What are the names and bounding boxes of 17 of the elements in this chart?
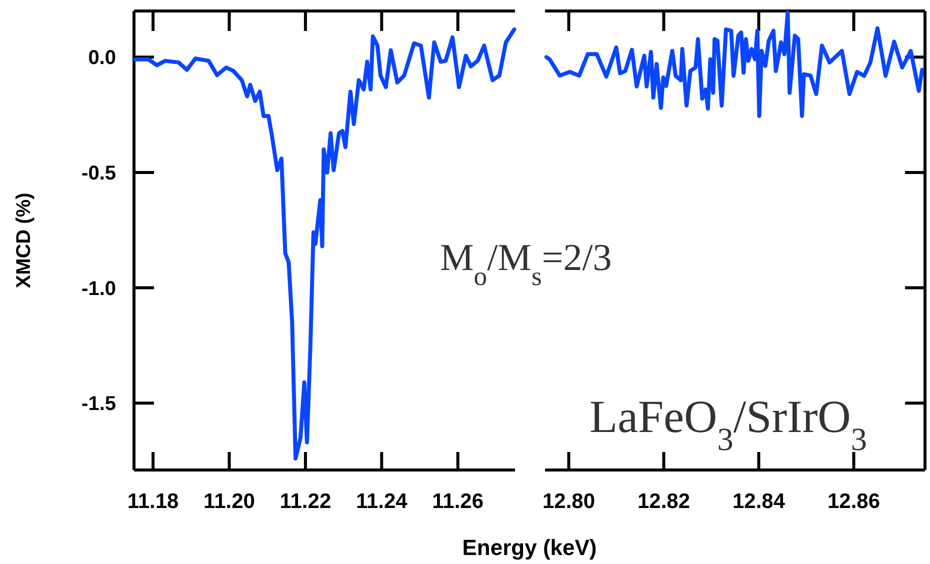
x-tick-label: 12.86: [827, 490, 880, 513]
x-axis-title: Energy (keV): [462, 535, 597, 560]
x-tick-label: 12.84: [732, 490, 786, 513]
x-tick-label: 11.18: [127, 490, 180, 513]
x-tick-label: 12.82: [637, 490, 690, 513]
y-tick-label: -1.5: [82, 393, 116, 416]
x-tick-label: 11.22: [280, 490, 332, 513]
x-tick-label: 11.24: [356, 490, 408, 513]
y-tick-label: -1.0: [82, 278, 116, 300]
x-tick-label: 11.26: [432, 490, 484, 513]
y-tick-label: 0.0: [88, 47, 116, 70]
y-axis-title: XMCD (%): [13, 192, 35, 288]
y-tick-label: -0.5: [82, 162, 116, 184]
x-tick-label: 12.80: [542, 490, 596, 513]
annotation: LaFeO$_{3}$/SrIrO$_{3}$: [590, 391, 867, 457]
x-tick-label: 11.20: [204, 490, 255, 513]
annotation: M$_{o}$/M$_{s}$=2/3: [440, 237, 612, 291]
